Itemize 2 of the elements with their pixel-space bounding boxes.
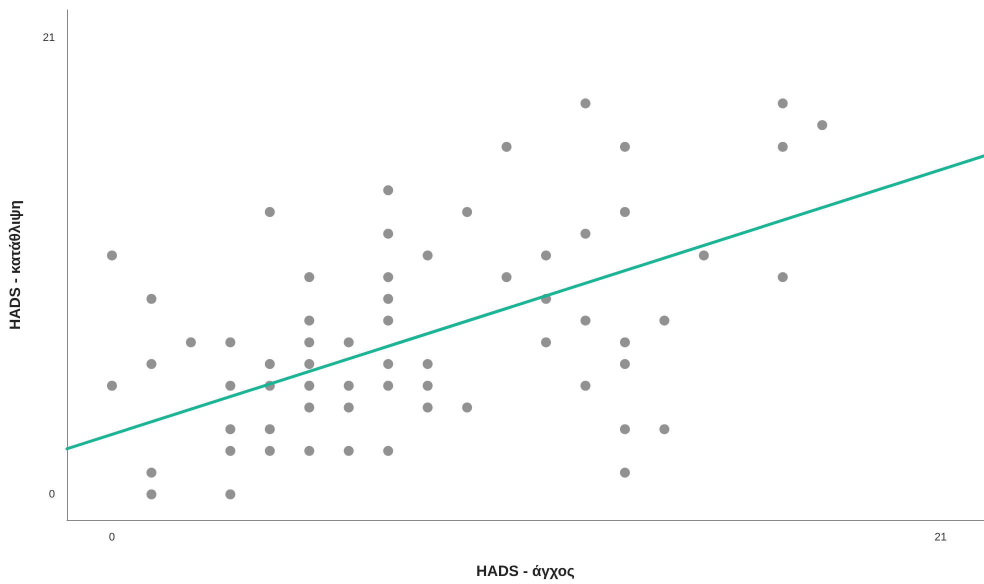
y-axis-title: HADS - κατάθλιψη (7, 200, 24, 330)
x-axis-title: HADS - άγχος (476, 563, 575, 580)
